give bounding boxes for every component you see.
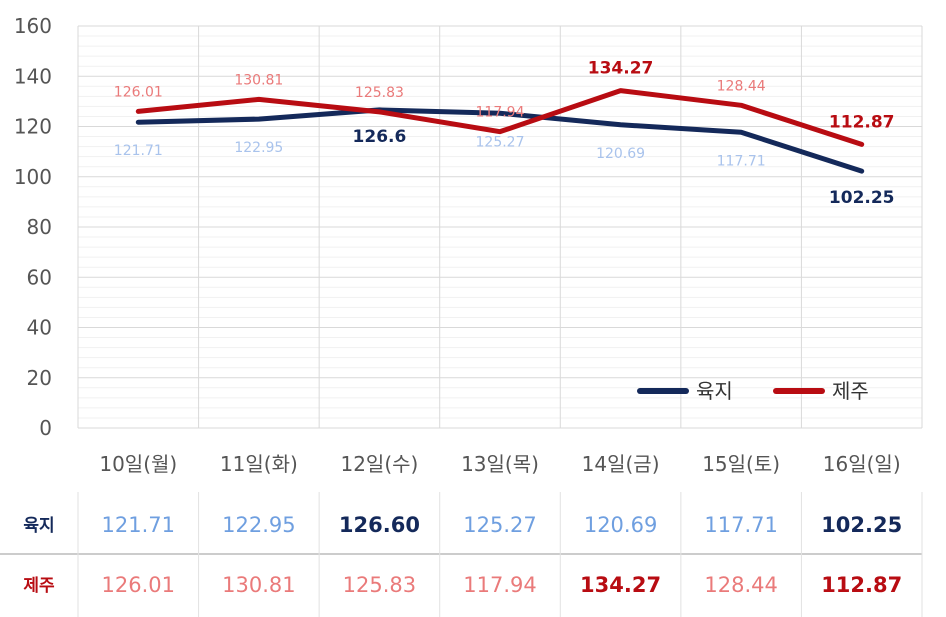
data-label: 122.95 [234, 140, 283, 156]
series-line-yukji [135, 107, 865, 174]
data-label: 134.27 [588, 59, 654, 79]
table-cell: 102.25 [821, 513, 902, 537]
data-label: 128.44 [717, 78, 766, 94]
table-cell: 125.27 [463, 513, 536, 537]
data-label: 112.87 [829, 112, 895, 132]
table-cell: 117.94 [463, 573, 536, 597]
y-tick-label: 140 [14, 64, 52, 88]
data-table: 육지 121.71 122.95 126.60 125.27 120.69 117.71 10… [0, 492, 923, 617]
legend-label: 육지 [696, 379, 733, 403]
x-tick-label: 15일(토) [702, 452, 780, 476]
table-cell: 134.27 [580, 573, 661, 597]
data-label: 117.71 [717, 153, 766, 169]
series-lines [135, 88, 865, 174]
table-cell: 130.81 [222, 573, 295, 597]
x-tick-label: 14일(금) [582, 452, 660, 476]
x-tick-label: 16일(일) [823, 452, 901, 476]
table-cell: 121.71 [102, 513, 175, 537]
legend: 육지 제주 [637, 379, 869, 403]
table-cell: 128.44 [704, 573, 777, 597]
y-tick-label: 20 [27, 366, 52, 390]
data-label: 130.81 [234, 72, 283, 88]
data-label: 125.27 [476, 134, 525, 150]
y-tick-label: 60 [27, 265, 52, 289]
y-tick-label: 0 [39, 416, 52, 440]
y-tick-label: 120 [14, 115, 52, 139]
grid [77, 25, 923, 429]
table-cell: 112.87 [821, 573, 902, 597]
table-cell: 126.60 [339, 513, 420, 537]
data-labels: 121.71 122.95 126.6 125.27 120.69 117.71 102.2… [114, 59, 895, 208]
data-label: 126.01 [114, 84, 163, 100]
y-tick-label: 160 [14, 14, 52, 38]
data-label: 121.71 [114, 143, 163, 159]
table-cell: 120.69 [584, 513, 657, 537]
table-row-header: 육지 [23, 516, 54, 536]
x-tick-label: 10일(월) [99, 452, 177, 476]
table-cell: 125.83 [343, 573, 416, 597]
x-tick-label: 13일(목) [461, 452, 539, 476]
data-label: 125.83 [355, 85, 404, 101]
y-tick-label: 40 [27, 316, 52, 340]
table-cell: 122.95 [222, 513, 295, 537]
table-cell: 117.71 [704, 513, 777, 537]
table-cell: 126.01 [102, 573, 175, 597]
series-line-jeju [135, 88, 865, 147]
data-label: 102.25 [829, 188, 895, 208]
y-tick-label: 80 [27, 215, 52, 239]
table-row-header: 제주 [23, 576, 55, 596]
x-tick-label: 12일(수) [340, 452, 418, 476]
data-label: 117.94 [476, 105, 525, 121]
data-label: 120.69 [596, 146, 645, 162]
legend-label: 제주 [832, 379, 869, 403]
data-label: 126.6 [353, 127, 407, 147]
x-tick-label: 11일(화) [220, 452, 298, 476]
y-tick-label: 100 [14, 165, 52, 189]
axes: 0 20 40 60 80 100 120 140 160 10일(월) 11일(화) 12일(수) 1… [14, 14, 901, 476]
